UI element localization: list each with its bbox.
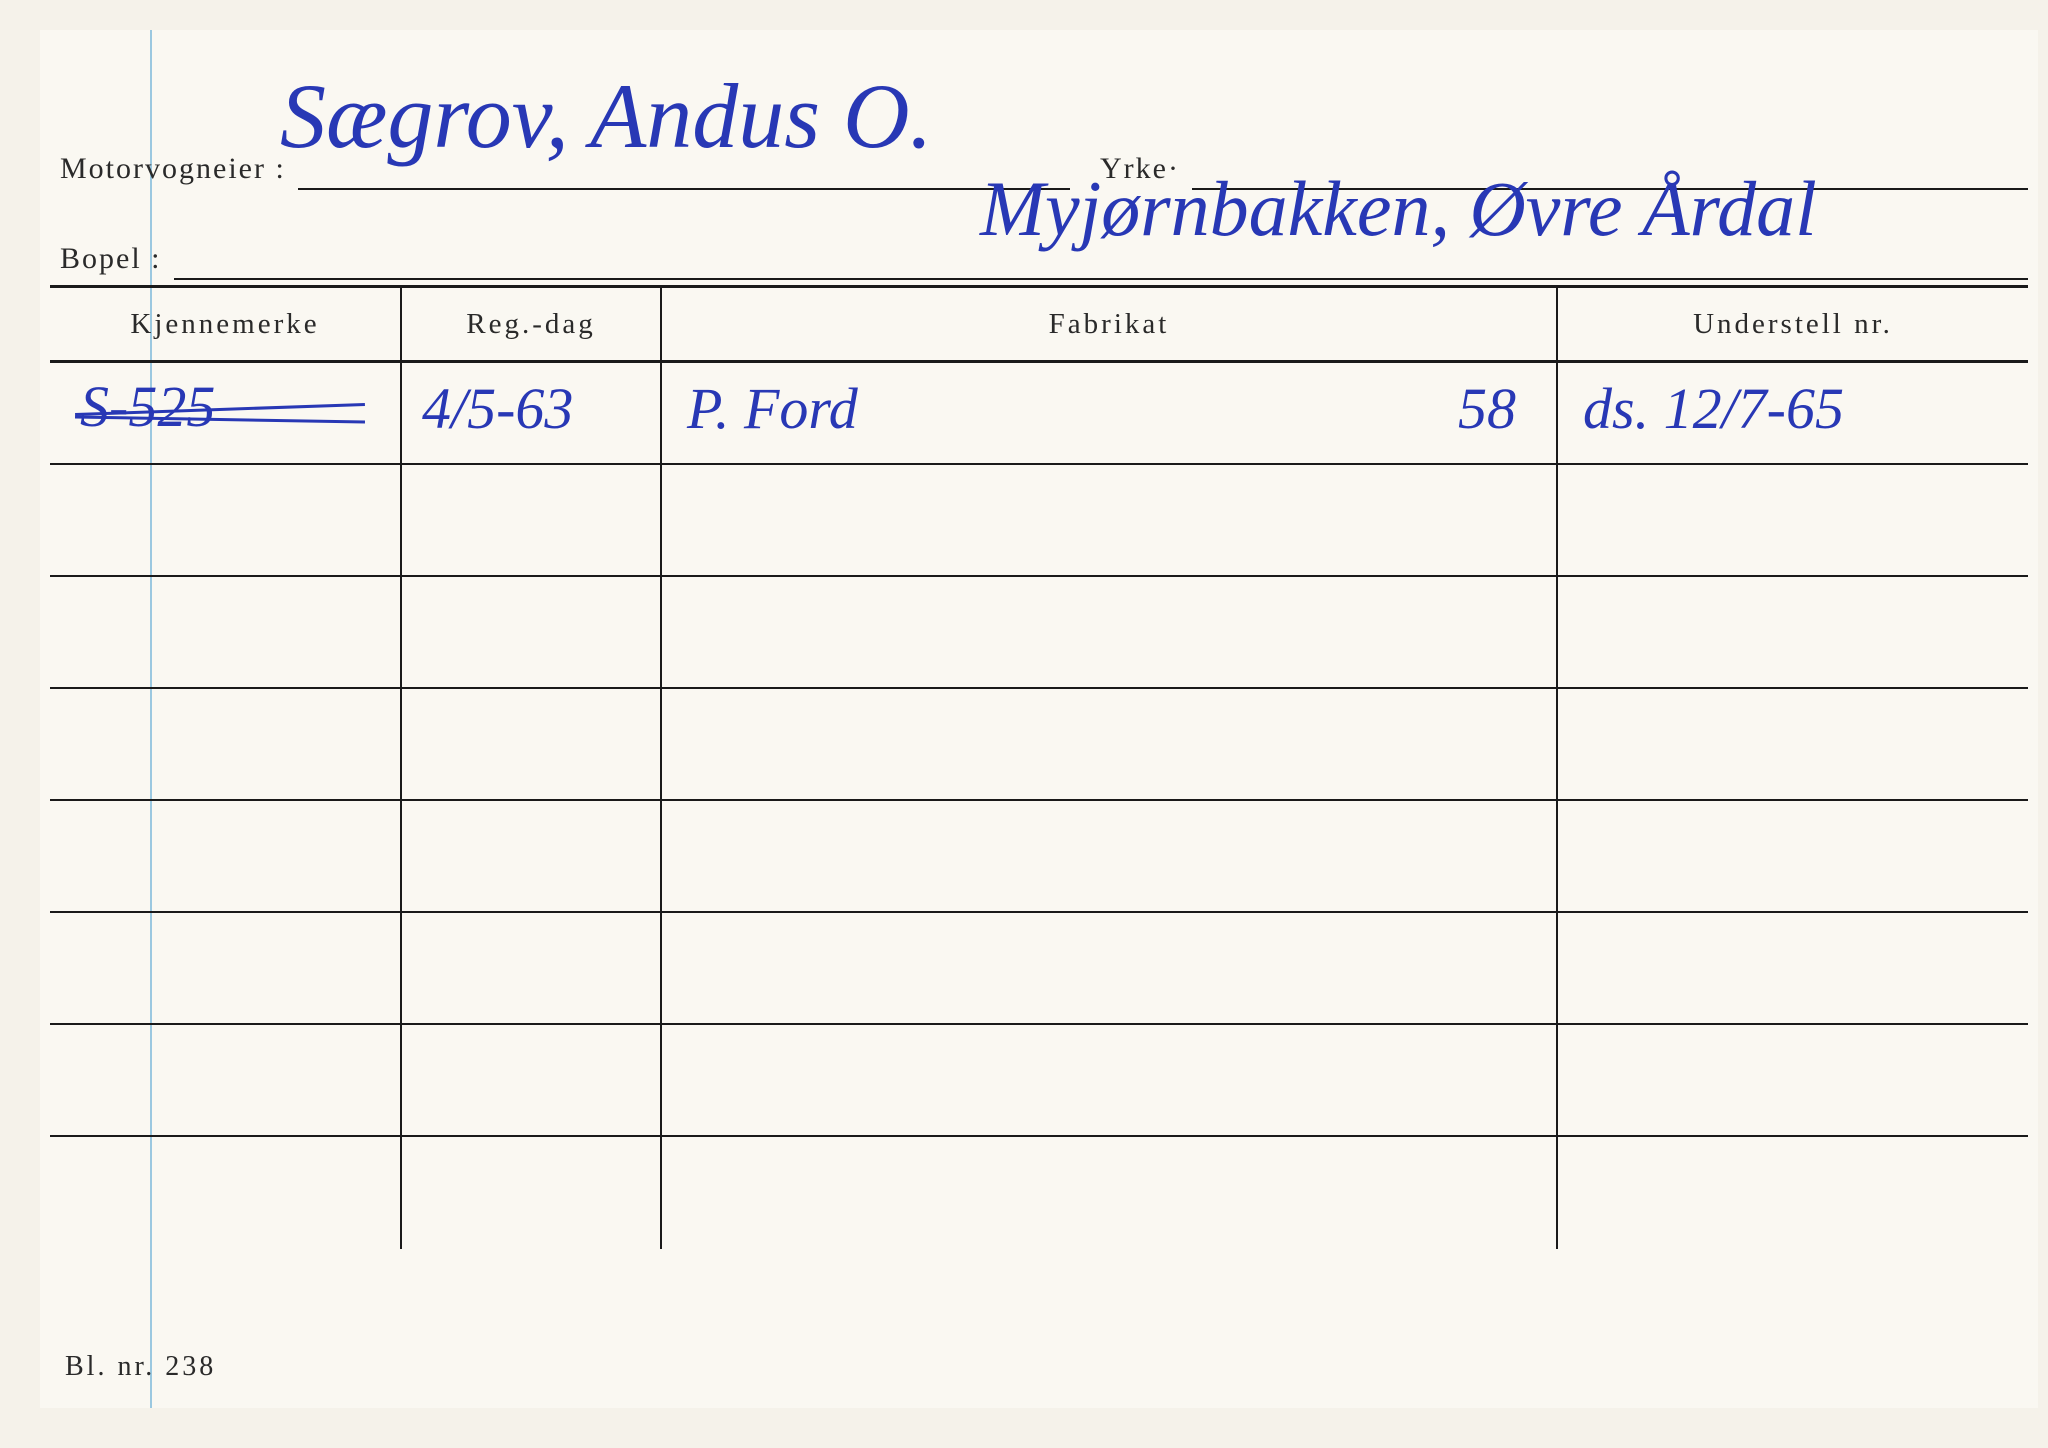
cell-kjennemerke bbox=[50, 913, 402, 1023]
cell-fabrikat: P. Ford 58 bbox=[662, 363, 1558, 463]
cell-kjennemerke bbox=[50, 465, 402, 575]
kjennemerke-value: S-525 bbox=[80, 373, 215, 440]
cell-reg-dag bbox=[402, 465, 662, 575]
cell-reg-dag bbox=[402, 801, 662, 911]
cell-reg-dag bbox=[402, 913, 662, 1023]
registration-card: Motorvogneier : Sægrov, Andus O. Yrke· B… bbox=[40, 30, 2038, 1408]
table-row bbox=[50, 913, 2028, 1025]
cell-understell bbox=[1558, 577, 2028, 687]
cell-kjennemerke: S-525 bbox=[50, 363, 402, 463]
cell-fabrikat bbox=[662, 577, 1558, 687]
cell-understell bbox=[1558, 465, 2028, 575]
table-row bbox=[50, 577, 2028, 689]
col-kjennemerke: Kjennemerke bbox=[50, 288, 402, 360]
motorvogneier-label: Motorvogneier : bbox=[60, 152, 286, 190]
bopel-value: Myjørnbakken, Øvre Årdal bbox=[980, 170, 1817, 248]
col-understell: Understell nr. bbox=[1558, 288, 2028, 360]
motorvogneier-value: Sægrov, Andus O. bbox=[280, 70, 933, 162]
cell-understell: ds. 12/7-65 bbox=[1558, 363, 2028, 463]
cell-kjennemerke bbox=[50, 801, 402, 911]
cell-fabrikat bbox=[662, 1025, 1558, 1135]
cell-kjennemerke bbox=[50, 1137, 402, 1249]
table-row bbox=[50, 1025, 2028, 1137]
cell-reg-dag: 4/5-63 bbox=[402, 363, 662, 463]
cell-understell bbox=[1558, 1137, 2028, 1249]
cell-understell bbox=[1558, 801, 2028, 911]
cell-understell bbox=[1558, 913, 2028, 1023]
cell-fabrikat bbox=[662, 465, 1558, 575]
table-row bbox=[50, 465, 2028, 577]
reg-dag-value: 4/5-63 bbox=[422, 375, 573, 442]
table-body: S-525 4/5-63 P. Ford 58 ds. 12/7-65 bbox=[50, 363, 2028, 1249]
fabrikat-value: P. Ford bbox=[687, 375, 858, 442]
bopel-label: Bopel : bbox=[60, 242, 162, 280]
cell-reg-dag bbox=[402, 1025, 662, 1135]
cell-kjennemerke bbox=[50, 1025, 402, 1135]
cell-fabrikat bbox=[662, 801, 1558, 911]
col-fabrikat: Fabrikat bbox=[662, 288, 1558, 360]
cell-reg-dag bbox=[402, 689, 662, 799]
cell-kjennemerke bbox=[50, 577, 402, 687]
cell-fabrikat bbox=[662, 689, 1558, 799]
cell-reg-dag bbox=[402, 577, 662, 687]
cell-kjennemerke bbox=[50, 689, 402, 799]
table-header: Kjennemerke Reg.-dag Fabrikat Understell… bbox=[50, 285, 2028, 363]
cell-understell bbox=[1558, 689, 2028, 799]
fabrikat-extra-value: 58 bbox=[1458, 375, 1516, 442]
header-section: Motorvogneier : Sægrov, Andus O. Yrke· B… bbox=[50, 90, 2028, 260]
understell-value: ds. 12/7-65 bbox=[1583, 375, 1844, 442]
cell-understell bbox=[1558, 1025, 2028, 1135]
form-number: Bl. nr. 238 bbox=[65, 1351, 216, 1383]
registration-table: Kjennemerke Reg.-dag Fabrikat Understell… bbox=[50, 285, 2028, 1328]
table-row bbox=[50, 801, 2028, 913]
table-row bbox=[50, 689, 2028, 801]
cell-fabrikat bbox=[662, 913, 1558, 1023]
cell-reg-dag bbox=[402, 1137, 662, 1249]
table-row bbox=[50, 1137, 2028, 1249]
cell-fabrikat bbox=[662, 1137, 1558, 1249]
col-reg-dag: Reg.-dag bbox=[402, 288, 662, 360]
table-row: S-525 4/5-63 P. Ford 58 ds. 12/7-65 bbox=[50, 363, 2028, 465]
